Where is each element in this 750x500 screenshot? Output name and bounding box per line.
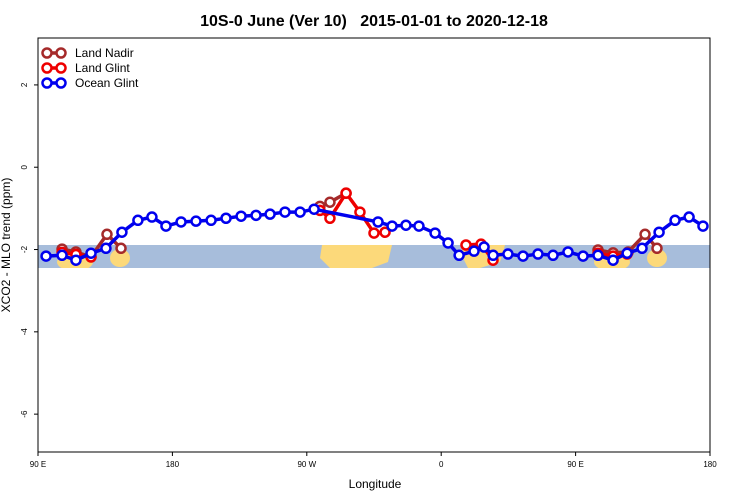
point bbox=[478, 241, 490, 253]
x-tick-label: 90 E bbox=[30, 460, 46, 469]
point bbox=[190, 215, 202, 227]
point bbox=[264, 208, 276, 220]
y-tick-label: -6 bbox=[20, 410, 29, 418]
plot-frame bbox=[37, 37, 711, 453]
point bbox=[592, 249, 604, 262]
y-tick-label: -4 bbox=[20, 328, 29, 336]
x-axis-label: Longitude bbox=[349, 477, 402, 491]
point bbox=[100, 242, 112, 255]
point bbox=[442, 237, 454, 249]
point bbox=[429, 227, 441, 239]
point bbox=[324, 196, 336, 208]
point bbox=[324, 212, 336, 225]
point bbox=[653, 226, 665, 238]
point bbox=[697, 220, 709, 232]
point bbox=[502, 248, 514, 260]
point bbox=[132, 214, 144, 227]
point bbox=[400, 219, 412, 231]
point bbox=[468, 245, 480, 257]
point bbox=[453, 249, 465, 262]
point bbox=[651, 242, 663, 255]
legend-marker bbox=[55, 77, 67, 89]
chart-title: 10S-0 June (Ver 10) 2015-01-01 to 2020-1… bbox=[200, 13, 548, 30]
point bbox=[40, 250, 52, 262]
point bbox=[413, 220, 425, 232]
point bbox=[205, 214, 217, 227]
y-tick-label: -2 bbox=[20, 245, 29, 253]
point bbox=[235, 210, 247, 222]
legend-marker bbox=[41, 77, 53, 89]
point bbox=[639, 228, 651, 241]
legend-label: Land Nadir bbox=[75, 46, 134, 60]
point bbox=[354, 206, 366, 218]
point bbox=[160, 220, 172, 232]
point bbox=[220, 212, 232, 225]
point bbox=[386, 220, 398, 232]
point bbox=[577, 250, 589, 262]
point bbox=[175, 216, 187, 228]
x-tick-label: 0 bbox=[439, 460, 444, 469]
point bbox=[460, 239, 472, 251]
point bbox=[562, 246, 574, 258]
point bbox=[379, 226, 391, 238]
legend-marker bbox=[41, 62, 53, 74]
point bbox=[547, 249, 559, 262]
point bbox=[70, 254, 82, 266]
point bbox=[146, 211, 158, 223]
legend-label: Land Glint bbox=[75, 61, 130, 75]
point bbox=[517, 250, 529, 262]
point bbox=[636, 242, 648, 255]
point bbox=[683, 211, 695, 223]
point bbox=[250, 209, 262, 222]
point bbox=[340, 187, 352, 199]
legend-marker bbox=[55, 62, 67, 74]
point bbox=[487, 249, 499, 262]
x-tick-label: 180 bbox=[703, 460, 717, 469]
point bbox=[368, 227, 380, 239]
y-axis-label: XCO2 - MLO trend (ppm) bbox=[0, 178, 13, 313]
point bbox=[621, 247, 633, 259]
x-tick-label: 90 W bbox=[297, 460, 316, 469]
point bbox=[607, 254, 619, 266]
legend-marker bbox=[41, 47, 53, 59]
legend-label: Ocean Glint bbox=[75, 76, 139, 90]
point bbox=[101, 228, 113, 241]
x-tick-label: 180 bbox=[166, 460, 180, 469]
y-tick-label: 0 bbox=[20, 164, 29, 169]
point bbox=[279, 206, 291, 218]
point bbox=[294, 206, 306, 218]
legend-marker bbox=[55, 47, 67, 59]
point bbox=[116, 226, 128, 238]
point bbox=[532, 248, 544, 260]
point bbox=[56, 249, 68, 262]
point bbox=[115, 242, 127, 255]
y-tick-label: 2 bbox=[20, 82, 29, 87]
point bbox=[308, 203, 320, 215]
point bbox=[85, 247, 97, 259]
x-tick-label: 90 E bbox=[567, 460, 583, 469]
point bbox=[669, 214, 681, 227]
point bbox=[372, 216, 384, 228]
